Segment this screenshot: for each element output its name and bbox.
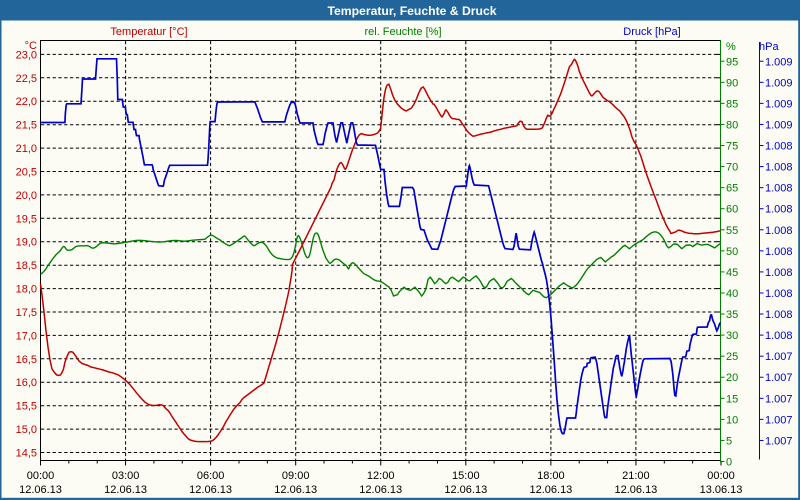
svg-text:18:00: 18:00 <box>537 470 565 482</box>
svg-text:15,5: 15,5 <box>16 401 37 413</box>
svg-text:00:00: 00:00 <box>27 470 55 482</box>
svg-text:1.009: 1.009 <box>765 119 793 131</box>
svg-text:20,5: 20,5 <box>16 167 37 179</box>
svg-text:70: 70 <box>726 162 738 174</box>
svg-text:%: % <box>726 41 736 53</box>
svg-text:1.008: 1.008 <box>765 141 793 153</box>
svg-text:50: 50 <box>726 246 738 258</box>
svg-text:1.008: 1.008 <box>765 225 793 237</box>
svg-text:Temperatur [°C]: Temperatur [°C] <box>110 26 187 38</box>
svg-text:75: 75 <box>726 141 738 153</box>
svg-text:19,5: 19,5 <box>16 213 37 225</box>
svg-text:40: 40 <box>726 288 738 300</box>
svg-text:35: 35 <box>726 309 738 321</box>
svg-text:18,5: 18,5 <box>16 260 37 272</box>
svg-text:1.007: 1.007 <box>765 414 793 426</box>
svg-text:20,0: 20,0 <box>16 190 37 202</box>
svg-text:12.06.13: 12.06.13 <box>19 484 62 496</box>
svg-text:1.008: 1.008 <box>765 288 793 300</box>
svg-text:20: 20 <box>726 372 738 384</box>
svg-text:06:00: 06:00 <box>197 470 225 482</box>
svg-text:21:00: 21:00 <box>622 470 650 482</box>
svg-text:21,5: 21,5 <box>16 120 37 132</box>
svg-text:°C: °C <box>25 40 37 52</box>
svg-text:15,0: 15,0 <box>16 424 37 436</box>
svg-text:09:00: 09:00 <box>282 470 310 482</box>
svg-text:12.06.13: 12.06.13 <box>444 484 487 496</box>
svg-text:00:00: 00:00 <box>707 470 735 482</box>
svg-text:1.008: 1.008 <box>765 204 793 216</box>
svg-text:12.06.13: 12.06.13 <box>104 484 147 496</box>
svg-text:13.06.13: 13.06.13 <box>700 484 743 496</box>
svg-text:17,5: 17,5 <box>16 307 37 319</box>
svg-text:Temperatur, Feuchte & Druck: Temperatur, Feuchte & Druck <box>327 4 496 18</box>
svg-text:16,0: 16,0 <box>16 377 37 389</box>
svg-text:1.007: 1.007 <box>765 372 793 384</box>
svg-text:95: 95 <box>726 56 738 68</box>
svg-text:1.008: 1.008 <box>765 309 793 321</box>
svg-text:12:00: 12:00 <box>367 470 395 482</box>
svg-text:85: 85 <box>726 98 738 110</box>
svg-text:22,5: 22,5 <box>16 73 37 85</box>
svg-text:1.008: 1.008 <box>765 246 793 258</box>
svg-text:19,0: 19,0 <box>16 237 37 249</box>
svg-text:18,0: 18,0 <box>16 284 37 296</box>
svg-text:16,5: 16,5 <box>16 354 37 366</box>
svg-text:15: 15 <box>726 393 738 405</box>
svg-text:12.06.13: 12.06.13 <box>189 484 232 496</box>
svg-text:1.007: 1.007 <box>765 351 793 363</box>
svg-text:45: 45 <box>726 267 738 279</box>
svg-text:90: 90 <box>726 77 738 89</box>
svg-text:5: 5 <box>726 435 732 447</box>
svg-text:1.008: 1.008 <box>765 330 793 342</box>
svg-text:15:00: 15:00 <box>452 470 480 482</box>
svg-text:23,0: 23,0 <box>16 49 37 61</box>
svg-text:1.008: 1.008 <box>765 162 793 174</box>
svg-text:22,0: 22,0 <box>16 96 37 108</box>
svg-text:1.007: 1.007 <box>765 393 793 405</box>
svg-text:60: 60 <box>726 204 738 216</box>
svg-text:1.008: 1.008 <box>765 183 793 195</box>
svg-text:rel. Feuchte [%]: rel. Feuchte [%] <box>364 26 441 38</box>
svg-text:65: 65 <box>726 183 738 195</box>
svg-text:80: 80 <box>726 119 738 131</box>
svg-text:14,5: 14,5 <box>16 448 37 460</box>
svg-text:55: 55 <box>726 225 738 237</box>
svg-text:Druck [hPa]: Druck [hPa] <box>623 26 680 38</box>
svg-text:1.008: 1.008 <box>765 267 793 279</box>
svg-text:12.06.13: 12.06.13 <box>274 484 317 496</box>
svg-text:1.009: 1.009 <box>765 98 793 110</box>
svg-text:12.06.13: 12.06.13 <box>614 484 657 496</box>
svg-text:21,0: 21,0 <box>16 143 37 155</box>
svg-text:1.009: 1.009 <box>765 56 793 68</box>
svg-text:17,0: 17,0 <box>16 330 37 342</box>
svg-text:30: 30 <box>726 330 738 342</box>
svg-text:0: 0 <box>726 457 732 469</box>
svg-text:1.009: 1.009 <box>765 77 793 89</box>
svg-text:03:00: 03:00 <box>112 470 140 482</box>
svg-text:12.06.13: 12.06.13 <box>359 484 402 496</box>
svg-text:1.007: 1.007 <box>765 435 793 447</box>
svg-text:25: 25 <box>726 351 738 363</box>
svg-text:12.06.13: 12.06.13 <box>529 484 572 496</box>
svg-text:10: 10 <box>726 414 738 426</box>
svg-text:hPa: hPa <box>759 41 779 53</box>
